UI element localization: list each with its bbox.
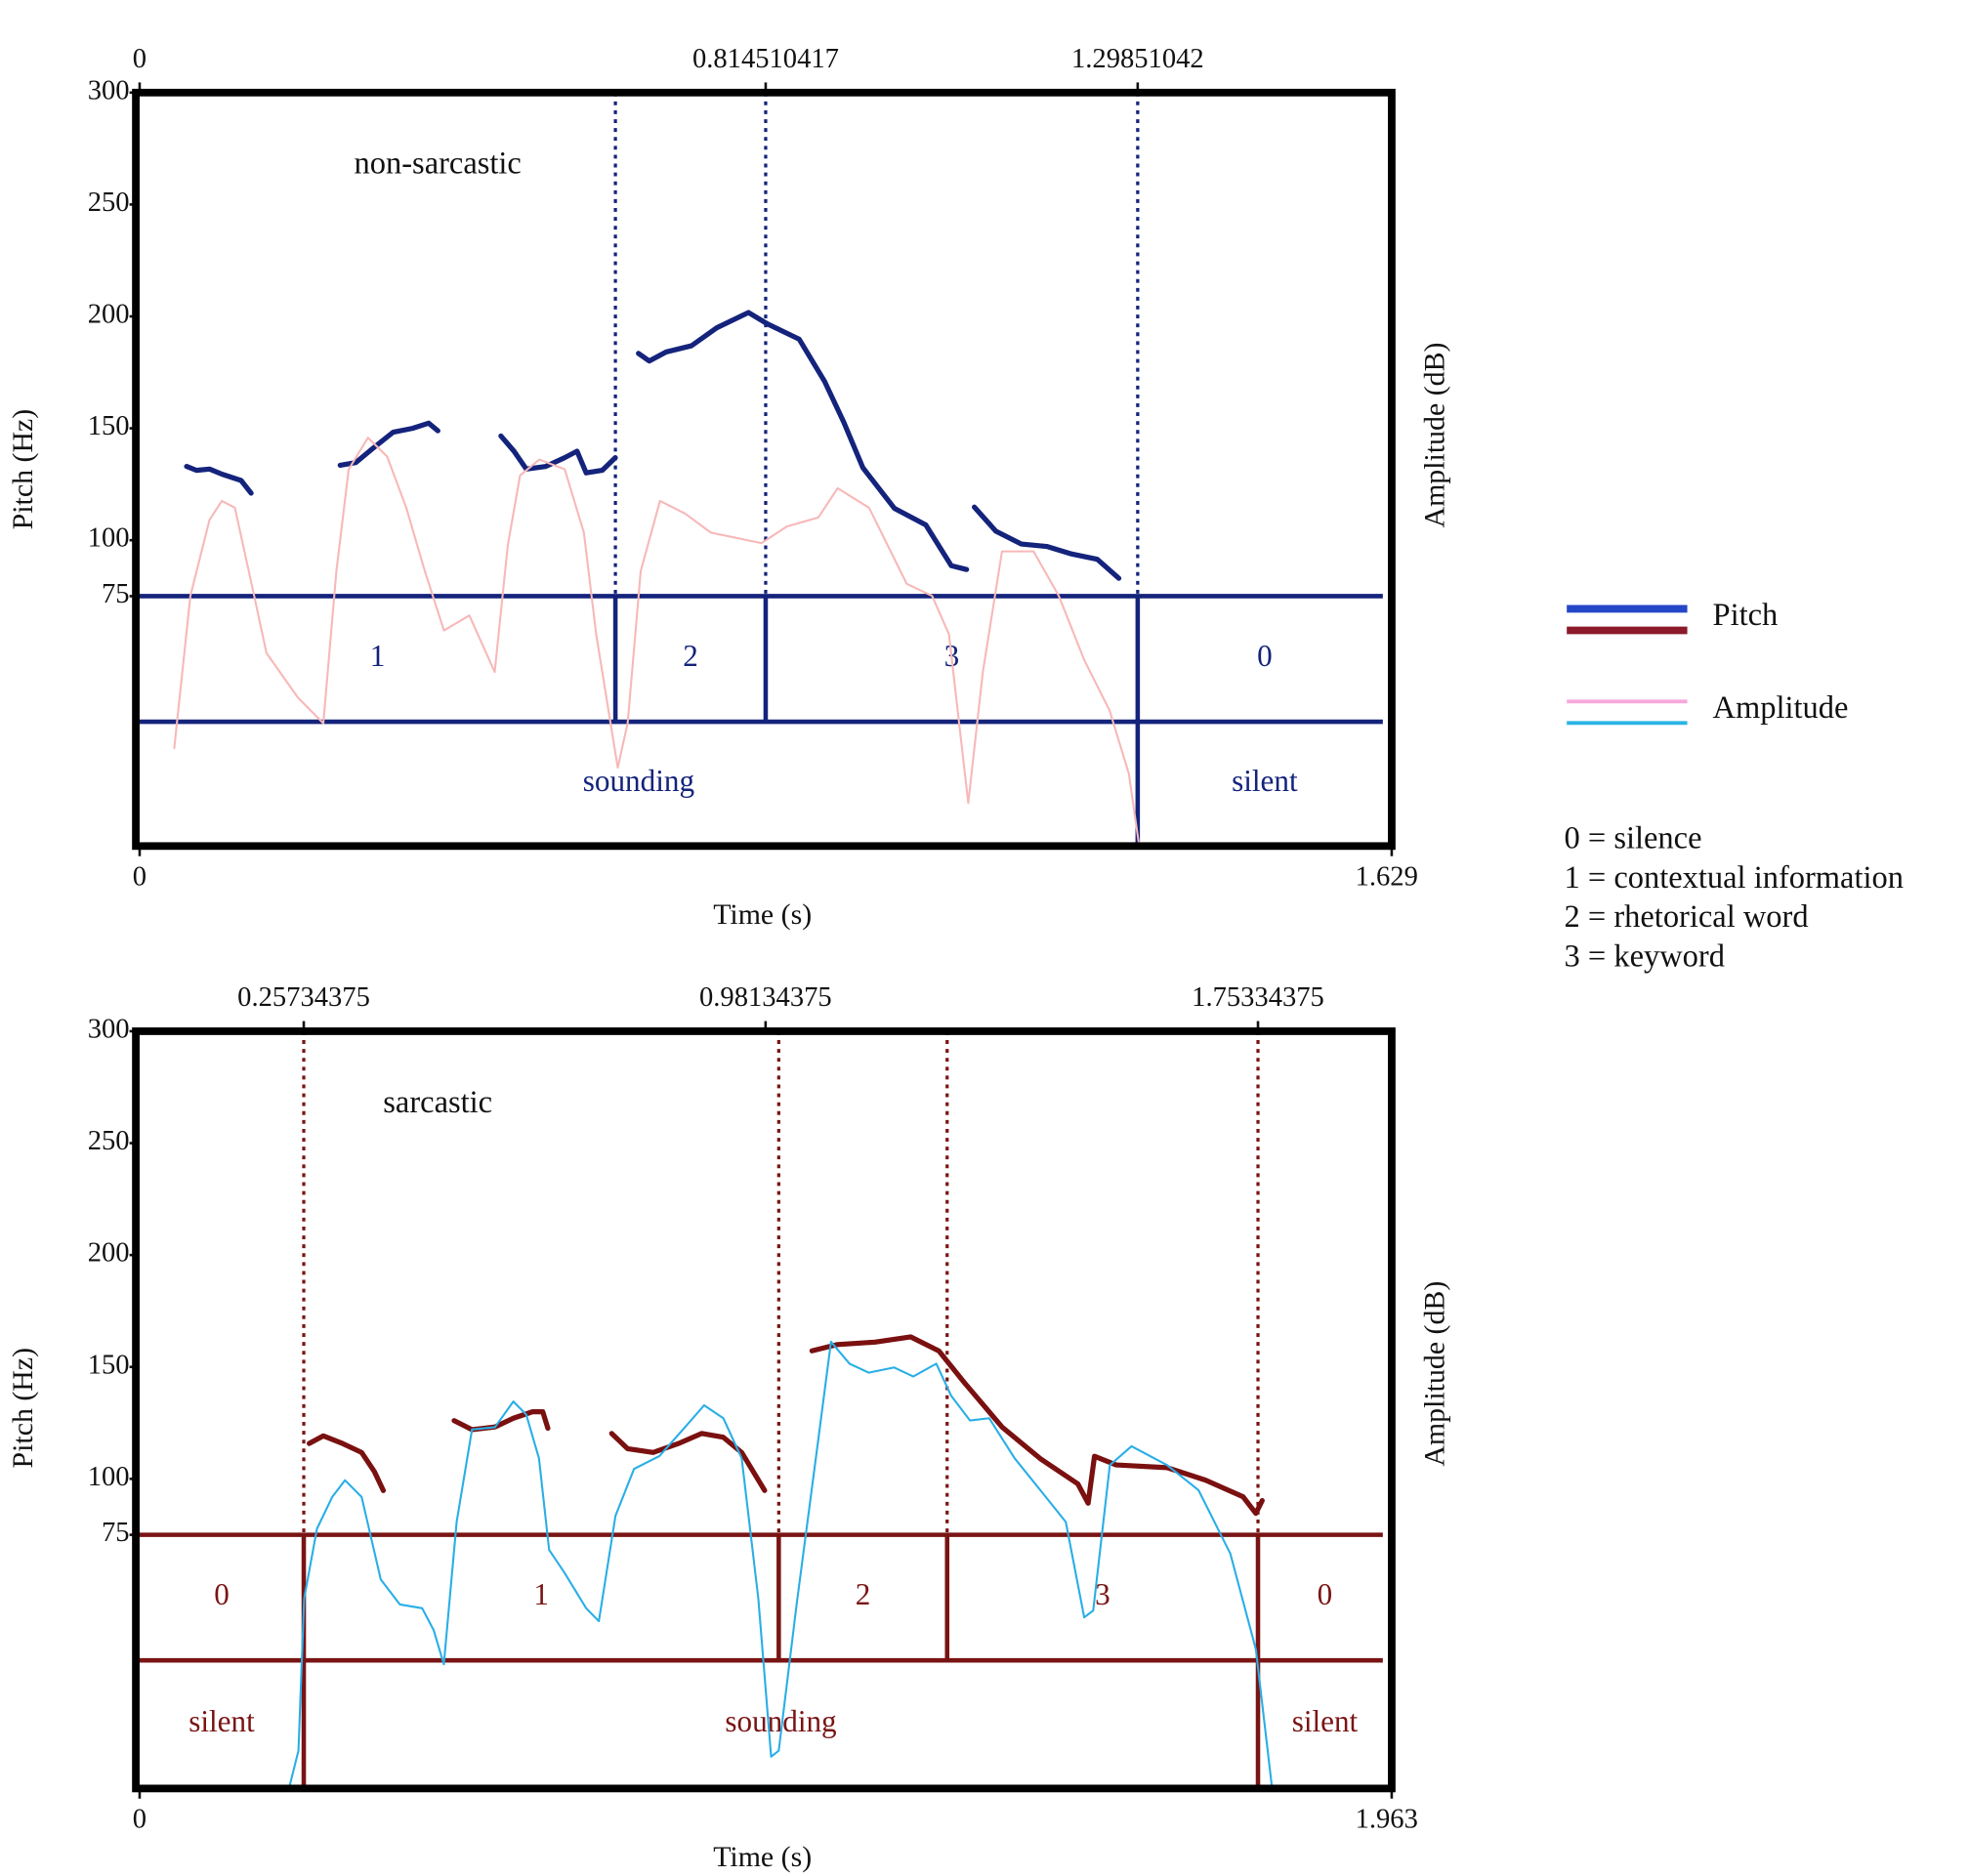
- x2-tick-label: 0: [133, 44, 147, 74]
- y-tick-label: 75: [102, 1518, 130, 1548]
- y-tick-label: 300: [88, 75, 130, 105]
- pitch-line: [307, 1334, 1265, 1517]
- x2-tick-label: 0.25734375: [237, 982, 370, 1013]
- y-tick-label: 200: [88, 300, 130, 330]
- tier-label: 2: [856, 1577, 871, 1611]
- y-tick-label: 250: [88, 1126, 130, 1156]
- x-tick-label: 1.963: [1356, 1805, 1418, 1835]
- y2-axis-label: Amplitude (dB): [1419, 343, 1451, 528]
- y-tick-label: 100: [88, 523, 130, 554]
- x-axis-label: Time (s): [713, 898, 812, 931]
- key-entry: 2 = rhetorical word: [1565, 899, 1809, 935]
- x2-tick-label: 1.75334375: [1192, 982, 1324, 1013]
- y-axis-label: Pitch (Hz): [7, 1348, 39, 1469]
- tier-label: silent: [1232, 764, 1298, 798]
- y-tick-label: 250: [88, 188, 130, 218]
- tier-label: 1: [533, 1577, 549, 1611]
- y-tick-label: 300: [88, 1015, 130, 1045]
- tier-label: silent: [1292, 1704, 1359, 1738]
- tier-label: 3: [1095, 1577, 1110, 1611]
- x2-tick-label: 1.29851042: [1071, 44, 1204, 74]
- x-axis-label: Time (s): [713, 1841, 812, 1873]
- x2-tick-label: 0.98134375: [699, 982, 832, 1013]
- y-tick-label: 200: [88, 1238, 130, 1269]
- key-entry: 1 = contextual information: [1565, 860, 1904, 896]
- chart-title: sarcastic: [383, 1085, 492, 1120]
- y-tick-label: 100: [88, 1462, 130, 1492]
- tier-label: 0: [214, 1577, 230, 1611]
- key-entry: 0 = silence: [1565, 821, 1702, 856]
- tier-label: 2: [683, 639, 698, 673]
- pitch-line: [184, 310, 1122, 581]
- tier-label: 0: [1257, 639, 1273, 673]
- y2-axis-label: Amplitude (dB): [1419, 1281, 1451, 1467]
- x-tick-label: 0: [133, 862, 147, 893]
- tier-label: 0: [1318, 1577, 1333, 1611]
- x-tick-label: 1.629: [1356, 862, 1418, 893]
- y-tick-label: 150: [88, 411, 130, 441]
- y-tick-label: 75: [102, 579, 130, 609]
- plot-frame: [132, 88, 1396, 851]
- amplitude-line: [166, 1340, 1365, 1788]
- plot-frame: [132, 1027, 1396, 1793]
- tier-label: silent: [189, 1704, 255, 1738]
- legend-label: Amplitude: [1713, 690, 1849, 726]
- chart-title: non-sarcastic: [355, 146, 522, 182]
- x2-tick-label: 0.814510417: [692, 44, 839, 74]
- legend-label: Pitch: [1713, 598, 1779, 633]
- y-axis-label: Pitch (Hz): [7, 409, 39, 530]
- tier-label: 1: [370, 639, 386, 673]
- key-entry: 3 = keyword: [1565, 938, 1725, 974]
- x-tick-label: 0: [133, 1805, 147, 1835]
- amplitude-line: [173, 437, 1353, 848]
- tier-label: sounding: [583, 764, 694, 798]
- y-tick-label: 150: [88, 1350, 130, 1380]
